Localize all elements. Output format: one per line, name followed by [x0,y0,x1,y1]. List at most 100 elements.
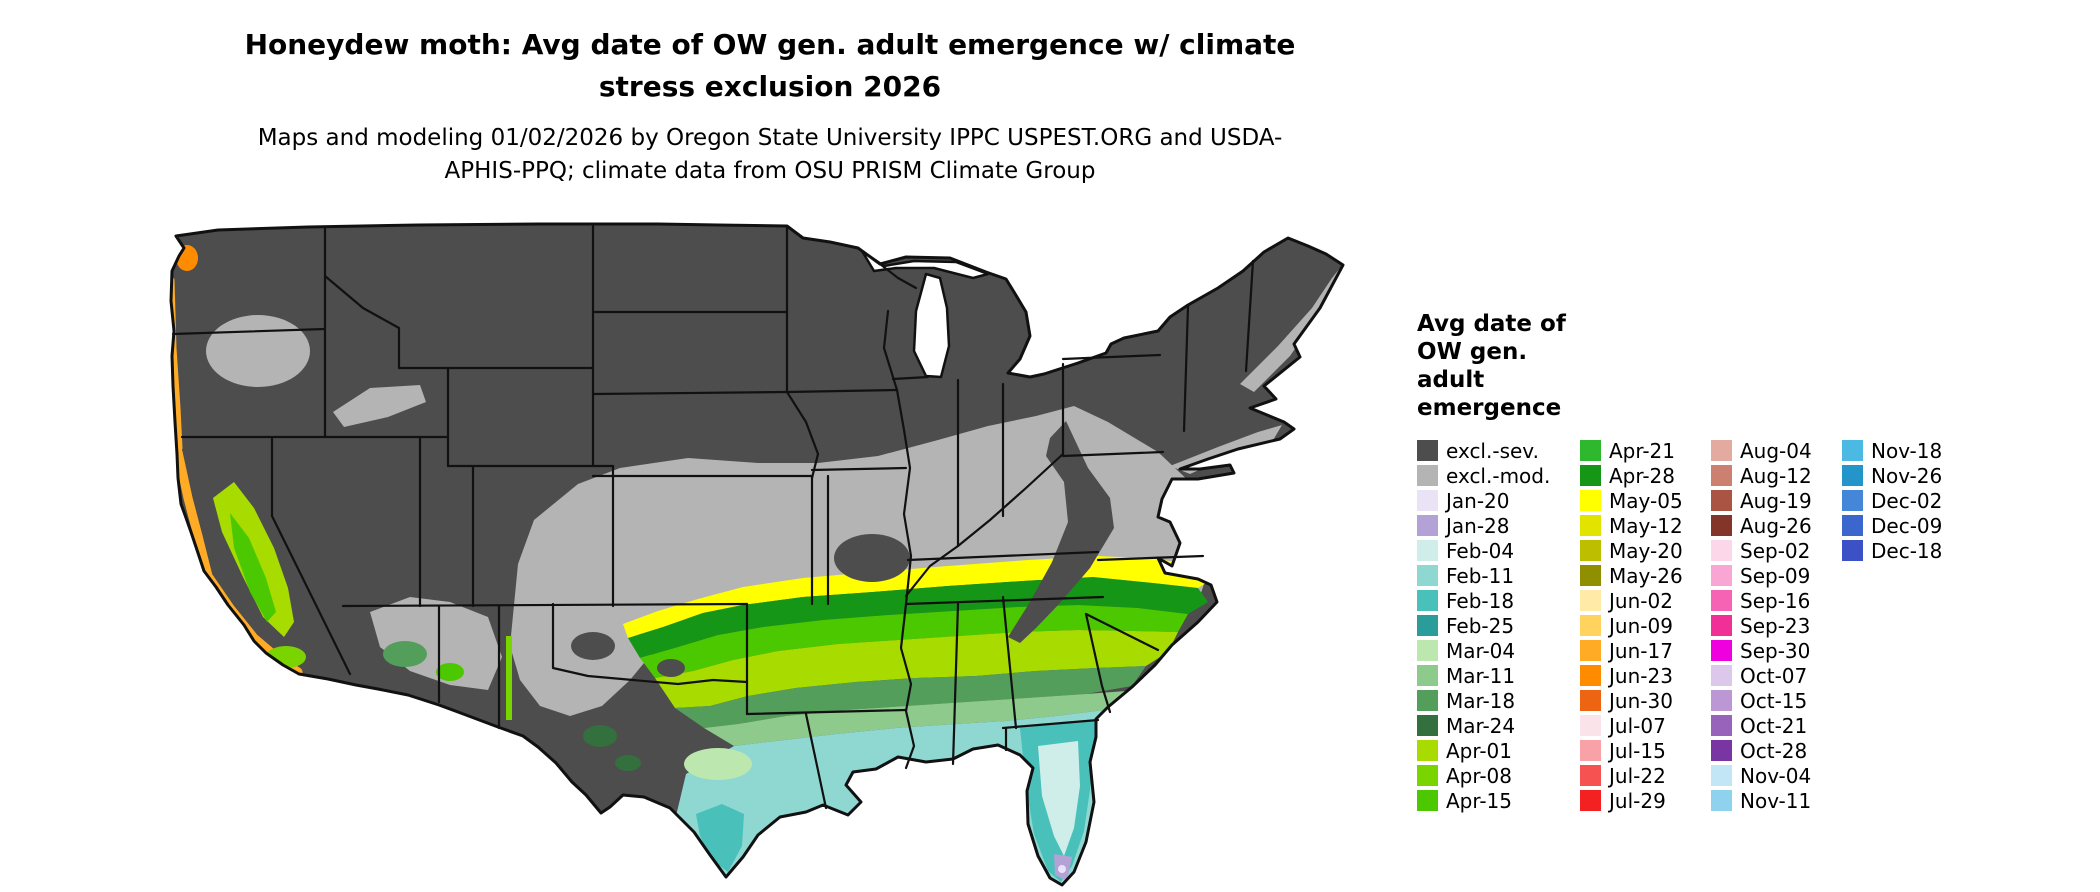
legend-entry: excl.-mod. [1417,463,1580,488]
legend-swatch-Jun-02 [1580,590,1601,612]
region-excl-mod-southwest-highlands [370,597,502,690]
legend-swatch-excl.-sev. [1417,440,1438,462]
legend-label: Sep-09 [1740,563,1811,588]
legend-swatch-Oct-07 [1711,665,1732,687]
legend-entry: Oct-21 [1711,713,1842,738]
page-subtitle: Maps and modeling 01/02/2026 by Oregon S… [257,125,1283,185]
legend-entry: Jul-22 [1580,763,1711,788]
legend-swatch-Sep-30 [1711,640,1732,662]
legend-columns: excl.-sev. excl.-mod. Jan-20 Jan-28 Feb-04 Fe… [1417,438,2057,813]
legend-swatch-Jan-20 [1417,490,1438,512]
legend-swatch-Oct-21 [1711,715,1732,737]
legend-entry: Dec-18 [1842,538,1973,563]
legend-swatch-Feb-04 [1417,540,1438,562]
legend-swatch-Feb-11 [1417,565,1438,587]
legend-label: Jul-22 [1609,763,1666,788]
legend-entry: Sep-23 [1711,613,1842,638]
region-excl-sev-appalachians [1008,421,1114,643]
legend-label: Sep-02 [1740,538,1811,563]
legend-label: Apr-28 [1609,463,1675,488]
legend-swatch-May-20 [1580,540,1601,562]
region-mar24-west-texas-b [615,755,641,771]
legend-entry: Jan-28 [1417,513,1580,538]
legend-entry: Oct-07 [1711,663,1842,688]
legend-label: Aug-26 [1740,513,1812,538]
legend-swatch-Mar-11 [1417,665,1438,687]
legend-label: Dec-18 [1871,538,1943,563]
legend-label: Apr-01 [1446,738,1512,763]
lake-superior [860,249,990,280]
legend-swatch-May-12 [1580,515,1601,537]
legend-swatch-Feb-25 [1417,615,1438,637]
legend-label: Mar-11 [1446,663,1516,688]
region-mar04-south-texas [684,748,752,780]
legend: Avg date of OW gen. adult emergence excl… [1417,310,2057,813]
legend-label: Sep-23 [1740,613,1811,638]
region-apr08-rio-grande-valley [506,636,512,720]
legend-swatch-May-05 [1580,490,1601,512]
legend-column: Nov-18 Nov-26 Dec-02 Dec-09 Dec-18 [1842,438,1973,563]
legend-label: Nov-04 [1740,763,1812,788]
legend-label: Jul-29 [1609,788,1666,813]
legend-entry: excl.-sev. [1417,438,1580,463]
legend-label: Apr-15 [1446,788,1512,813]
region-jan20-florida-tip [1058,865,1066,873]
legend-entry: Feb-04 [1417,538,1580,563]
legend-label: Apr-21 [1609,438,1675,463]
legend-swatch-Mar-18 [1417,690,1438,712]
header: Honeydew moth: Avg date of OW gen. adult… [120,24,1420,189]
legend-entry: Nov-26 [1842,463,1973,488]
legend-swatch-Mar-24 [1417,715,1438,737]
legend-entry: Mar-04 [1417,638,1580,663]
legend-label: Feb-11 [1446,563,1515,588]
legend-swatch-Jun-30 [1580,690,1601,712]
legend-label: Jun-30 [1609,688,1673,713]
legend-label: Jan-28 [1446,513,1510,538]
legend-swatch-Dec-18 [1842,540,1863,562]
legend-entry: Dec-02 [1842,488,1973,513]
region-mar18-arizona [383,641,427,667]
legend-swatch-Oct-28 [1711,740,1732,762]
legend-swatch-Apr-15 [1417,790,1438,812]
legend-swatch-Jun-17 [1580,640,1601,662]
legend-entry: Sep-02 [1711,538,1842,563]
legend-swatch-Jul-15 [1580,740,1601,762]
great-lakes [860,249,990,379]
legend-label: Jan-20 [1446,488,1510,513]
legend-swatch-Dec-09 [1842,515,1863,537]
region-feb04-florida-interior [1038,741,1080,856]
legend-label: May-20 [1609,538,1683,563]
legend-entry: Mar-11 [1417,663,1580,688]
legend-label: Jul-15 [1609,738,1666,763]
legend-column: Apr-21 Apr-28 May-05 May-12 May-20 May-26 Jun-… [1580,438,1711,813]
legend-entry: May-26 [1580,563,1711,588]
legend-entry: Oct-28 [1711,738,1842,763]
legend-label: Jul-07 [1609,713,1666,738]
region-apr01-band [655,630,1178,708]
legend-label: Oct-15 [1740,688,1808,713]
legend-label: Aug-04 [1740,438,1812,463]
region-apr15-band [640,605,1188,678]
legend-entry: Mar-18 [1417,688,1580,713]
legend-entry: Dec-09 [1842,513,1973,538]
legend-entry: Nov-11 [1711,788,1842,813]
legend-swatch-Sep-09 [1711,565,1732,587]
legend-swatch-Sep-23 [1711,615,1732,637]
region-excl-mod-columbia-basin [206,315,310,387]
legend-entry: Jun-09 [1580,613,1711,638]
legend-entry: May-05 [1580,488,1711,513]
legend-swatch-Feb-18 [1417,590,1438,612]
legend-swatch-Jun-23 [1580,665,1601,687]
legend-entry: Jul-15 [1580,738,1711,763]
legend-entry: Apr-01 [1417,738,1580,763]
legend-label: Mar-18 [1446,688,1516,713]
page-title: Honeydew moth: Avg date of OW gen. adult… [244,28,1296,103]
legend-entry: May-12 [1580,513,1711,538]
legend-entry: Mar-24 [1417,713,1580,738]
legend-label: May-05 [1609,488,1683,513]
legend-entry: Sep-30 [1711,638,1842,663]
legend-swatch-Aug-26 [1711,515,1732,537]
legend-swatch-Dec-02 [1842,490,1863,512]
legend-swatch-Apr-21 [1580,440,1601,462]
legend-swatch-Apr-01 [1417,740,1438,762]
